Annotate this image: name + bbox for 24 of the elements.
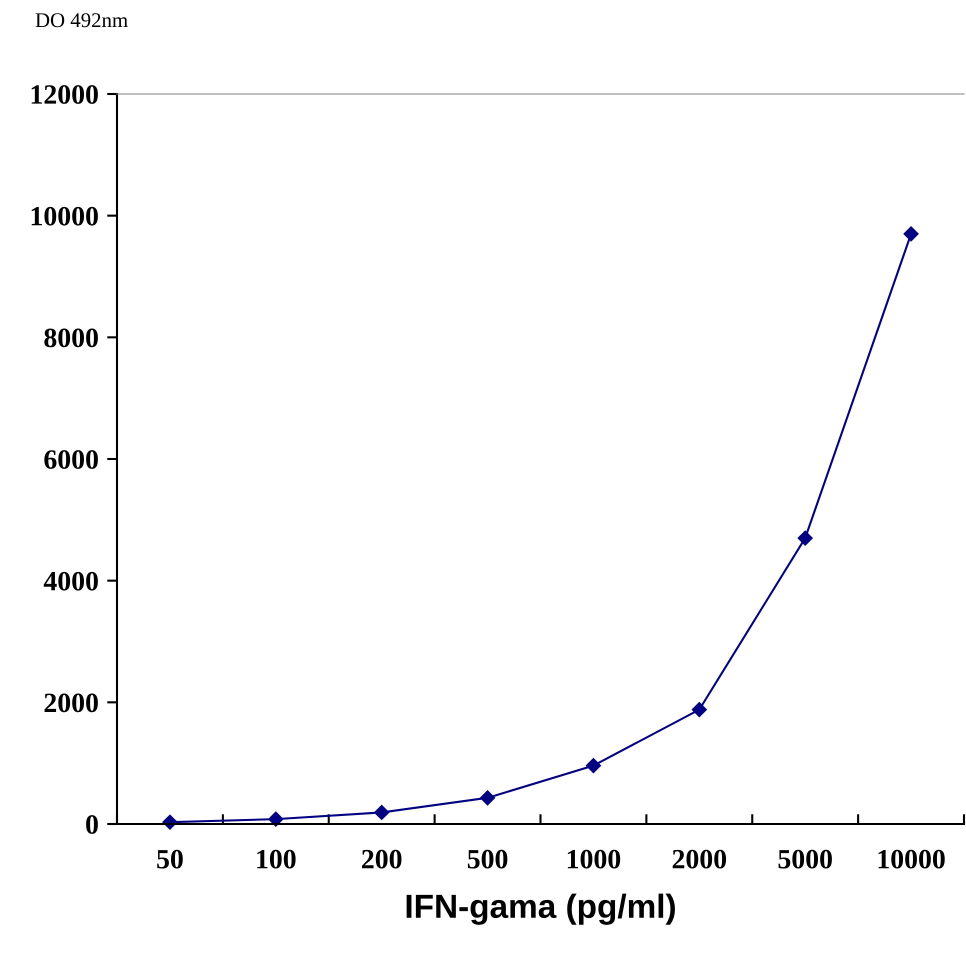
- point: [798, 530, 813, 546]
- point: [692, 702, 707, 718]
- y-tick-label: 4000: [44, 572, 98, 591]
- x-tick-label: 5000: [778, 850, 832, 869]
- y-tick-label: 12000: [32, 85, 98, 104]
- point: [903, 226, 919, 242]
- point: [374, 804, 390, 820]
- y-tick-label: 6000: [44, 450, 98, 469]
- x-tick-label: 50: [157, 850, 183, 869]
- x-tick-label: 500: [468, 850, 508, 869]
- x-tick-label: 100: [257, 850, 296, 869]
- y-tick-label: 2000: [44, 694, 98, 712]
- y-tick-label: 8000: [44, 328, 98, 348]
- x-axis-title: IFN-gama (pg/ml): [406, 894, 675, 925]
- point: [480, 790, 496, 806]
- x-tick-label: 1000: [568, 850, 620, 869]
- x-tick-label: 10000: [878, 850, 945, 869]
- point: [268, 812, 284, 827]
- y-tick-label: 10000: [32, 206, 98, 226]
- y-tick-label: 0: [86, 815, 98, 834]
- x-tick-label: 2000: [672, 850, 726, 869]
- y-axis-title: DO 492nm: [36, 13, 128, 28]
- x-tick-label: 200: [362, 850, 402, 869]
- point: [586, 758, 602, 774]
